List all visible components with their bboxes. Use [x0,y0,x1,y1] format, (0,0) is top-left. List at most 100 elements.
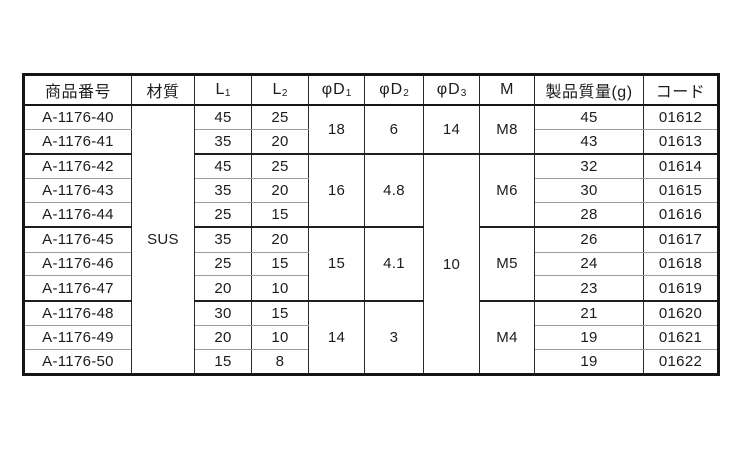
table-row: A-1176-45 35 20 15 4.1 M5 26 01617 [23,226,719,302]
header-d2-sub: 2 [403,88,409,99]
header-l2-base: L [272,81,282,98]
cell-l2: 8 [251,348,309,376]
cell-code: 01618 [643,251,719,277]
cell-product: A-1176-47 [23,275,132,302]
header-d3-base: φD [436,81,461,98]
table-row: A-1176-42 45 25 16 4.8 10 M6 32 01614 [23,153,719,376]
cell-l2: 20 [251,178,309,204]
cell-product: A-1176-43 [23,178,132,204]
cell-d1: 14 [308,299,365,375]
cell-l2: 25 [251,104,309,131]
cell-m: M6 [479,153,535,228]
cell-l1: 30 [194,299,252,326]
cell-l1: 15 [194,348,252,376]
cell-d2: 4.1 [364,226,424,302]
table-row: A-1176-47 20 10 23 01619 [23,275,719,302]
cell-l2: 20 [251,129,309,155]
cell-l2: 15 [251,251,309,277]
cell-l2: 10 [251,324,309,350]
cell-weight: 43 [534,129,644,155]
header-l1-sub: 1 [224,88,231,99]
table-row: A-1176-50 15 8 19 01622 [23,348,719,376]
cell-code: 01619 [643,275,719,302]
cell-d2: 6 [364,104,424,155]
cell-l2: 25 [251,153,309,180]
cell-code: 01622 [643,348,719,376]
cell-l1: 45 [194,153,252,180]
cell-product: A-1176-48 [23,299,132,326]
header-d3-sub: 3 [460,88,467,99]
table-row: A-1176-46 25 15 24 01618 [23,251,719,277]
header-product: 商品番号 [23,74,132,106]
table-row: A-1176-41 35 20 43 01613 [23,129,719,155]
cell-m: M5 [479,226,535,302]
cell-l1: 20 [194,324,252,350]
cell-product: A-1176-44 [23,202,132,228]
table-row: A-1176-49 20 10 19 01621 [23,324,719,350]
header-d2-base: φD [379,81,404,98]
header-l1-base: L [215,81,225,98]
cell-d3: 10 [423,153,480,376]
cell-code: 01621 [643,324,719,350]
cell-l1: 20 [194,275,252,302]
header-d1: φD1 [308,74,365,106]
table-row: A-1176-48 30 15 14 3 M4 21 01620 [23,299,719,375]
cell-product: A-1176-42 [23,153,132,180]
cell-l1: 35 [194,226,252,253]
cell-weight: 23 [534,275,644,302]
header-row: 商品番号 材質 L1 L2 φD1 φD2 φD3 M 製品質量(g) コード [23,74,719,106]
cell-weight: 24 [534,251,644,277]
cell-d2: 3 [364,299,424,375]
cell-product: A-1176-46 [23,251,132,277]
cell-weight: 45 [534,104,644,131]
cell-code: 01617 [643,226,719,253]
cell-weight: 30 [534,178,644,204]
cell-product: A-1176-50 [23,348,132,376]
cell-weight: 32 [534,153,644,180]
cell-code: 01620 [643,299,719,326]
cell-d2: 4.8 [364,153,424,228]
header-d1-base: φD [321,81,346,98]
cell-product: A-1176-49 [23,324,132,350]
cell-weight: 19 [534,348,644,376]
cell-l2: 20 [251,226,309,253]
cell-code: 01616 [643,202,719,228]
cell-weight: 21 [534,299,644,326]
cell-weight: 26 [534,226,644,253]
cell-code: 01614 [643,153,719,180]
cell-d1: 16 [308,153,365,228]
cell-weight: 28 [534,202,644,228]
cell-m: M4 [479,299,535,375]
cell-product: A-1176-40 [23,104,132,131]
header-l2-sub: 2 [281,88,288,99]
cell-product: A-1176-45 [23,226,132,253]
cell-l1: 35 [194,178,252,204]
cell-d1: 15 [308,226,365,302]
cell-code: 01612 [643,104,719,131]
cell-weight: 19 [534,324,644,350]
cell-code: 01613 [643,129,719,155]
cell-product: A-1176-41 [23,129,132,155]
cell-d1: 18 [308,104,365,155]
header-material: 材質 [131,74,195,106]
cell-material: SUS [131,104,195,375]
cell-m: M8 [479,104,535,155]
table-row: A-1176-43 35 20 30 01615 [23,178,719,204]
cell-l2: 15 [251,202,309,228]
spec-table: 商品番号 材質 L1 L2 φD1 φD2 φD3 M 製品質量(g) コード … [22,73,720,376]
cell-l2: 15 [251,299,309,326]
header-weight: 製品質量(g) [534,74,644,106]
cell-code: 01615 [643,178,719,204]
cell-l2: 10 [251,275,309,302]
cell-d3: 14 [423,104,480,155]
header-code: コード [643,74,719,106]
cell-l1: 35 [194,129,252,155]
table-row: A-1176-40 SUS 45 25 18 6 14 M8 45 01612 [23,104,719,375]
cell-l1: 45 [194,104,252,131]
cell-l1: 25 [194,202,252,228]
cell-l1: 25 [194,251,252,277]
table-row: A-1176-44 25 15 28 01616 [23,202,719,228]
header-d2: φD2 [364,74,424,106]
header-d3: φD3 [423,74,480,106]
